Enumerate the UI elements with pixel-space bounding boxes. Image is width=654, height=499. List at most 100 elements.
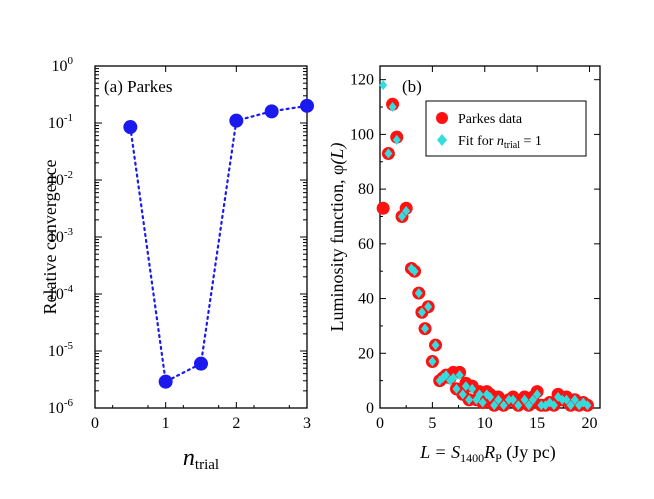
b-ytick-label: 120 [350, 72, 374, 89]
b-fit-point [428, 356, 437, 367]
a-data-point [158, 374, 173, 389]
a-ytick-exp: -2 [64, 169, 73, 181]
b-parkes-point [376, 201, 390, 215]
a-ytick-exp: 0 [68, 55, 74, 67]
panel-b-xlabel-unit: (Jy pc) [502, 442, 556, 463]
b-fit-point [537, 400, 546, 411]
a-ytick-base: 10 [48, 286, 64, 303]
a-ytick-base: 10 [52, 58, 68, 75]
b-fit-point [402, 206, 411, 217]
b-fit-point [494, 394, 503, 405]
panel-b-points [376, 80, 594, 412]
panel-a-xlabel-sub: trial [195, 457, 219, 473]
b-fit-point [558, 394, 567, 405]
b-fit-point [478, 397, 487, 408]
b-fit-point [455, 370, 464, 381]
panel-b-ylabel-text: Luminosity function, [327, 175, 347, 332]
b-ytick-label: 60 [358, 236, 374, 253]
panel-b-xlabel-l: L = S [419, 442, 460, 462]
b-ytick-label: 20 [358, 345, 374, 362]
b-fit-point [449, 372, 458, 383]
b-fit-point [562, 394, 571, 405]
b-fit-point [461, 381, 470, 392]
panel-b-xlabel-r: R [483, 442, 495, 462]
legend-fit-label-sub: trial [504, 140, 520, 151]
a-ytick-exp: -3 [64, 226, 74, 238]
a-ytick-label: 100 [52, 55, 74, 75]
a-ytick-label: 10-5 [48, 340, 74, 360]
a-ytick-base: 10 [48, 343, 64, 360]
a-ytick-label: 10-3 [48, 226, 74, 246]
b-ytick-label: 0 [366, 400, 374, 417]
a-ytick-label: 10-1 [48, 112, 73, 132]
b-ytick-label: 40 [358, 291, 374, 308]
b-fit-point [410, 266, 419, 277]
b-fit-point [524, 400, 533, 411]
panel-b-xlabel-sub1: 1400 [460, 451, 484, 465]
b-fit-point [388, 102, 397, 113]
a-data-point [194, 356, 208, 371]
b-xtick-label: 5 [428, 415, 436, 432]
a-ytick-label: 10-4 [48, 283, 74, 303]
b-fit-point [509, 394, 518, 405]
b-fit-point [384, 148, 393, 159]
panel-b-xlabel: L = S1400RP (Jy pc) [419, 442, 556, 465]
a-ytick-label: 10-2 [48, 169, 73, 189]
a-ytick-exp: -5 [64, 340, 74, 352]
b-fit-point [417, 307, 426, 318]
a-ytick-base: 10 [48, 172, 64, 189]
legend-parkes-label: Parkes data [458, 112, 523, 127]
b-fit-point [392, 134, 401, 145]
b-xtick-label: 10 [477, 415, 493, 432]
b-fit-point [520, 394, 529, 405]
b-fit-point [570, 394, 579, 405]
panel-a-label: (a) Parkes [104, 77, 172, 96]
panel-a-ylabel: Relative convergence [40, 159, 60, 314]
b-fit-point [504, 394, 513, 405]
a-ytick-exp: -4 [64, 283, 74, 295]
panel-a-xlabel: ntrial [183, 445, 219, 473]
a-xtick-label: 3 [303, 415, 311, 432]
legend-fit-marker [437, 134, 447, 146]
b-xtick-label: 0 [376, 415, 384, 432]
a-ytick-exp: -1 [64, 112, 73, 124]
panel-a-xlabel-main: n [183, 445, 195, 471]
a-xtick-label: 1 [162, 415, 170, 432]
legend-fit-label-post: = 1 [520, 134, 542, 149]
b-fit-point [549, 400, 558, 411]
b-fit-point [465, 394, 474, 405]
a-data-point [123, 120, 138, 135]
b-fit-point [566, 400, 575, 411]
legend-fit-label-n: n [497, 134, 504, 149]
a-ytick-exp: -6 [64, 397, 74, 409]
b-fit-point [452, 383, 461, 394]
b-fit-point [379, 80, 388, 91]
a-ytick-base: 10 [48, 400, 64, 417]
a-ytick-base: 10 [48, 229, 64, 246]
b-fit-point [583, 400, 592, 411]
panel-b-ticks: 0 5 10 15 20 0 20 40 60 80 100 120 [350, 66, 600, 432]
b-fit-point [442, 370, 450, 381]
a-xtick-label: 0 [91, 415, 99, 432]
a-ytick-label: 10-6 [48, 397, 74, 417]
b-fit-point [486, 392, 494, 403]
panel-a-points [123, 98, 314, 389]
panel-a-series-line [129, 104, 309, 384]
b-ytick-label: 100 [350, 126, 374, 143]
b-xtick-label: 20 [582, 415, 598, 432]
b-fit-point [431, 340, 440, 351]
b-fit-point [398, 211, 406, 222]
panel-b-ylabel-arg: (L) [327, 143, 348, 165]
b-fit-point [499, 400, 508, 411]
panel-b-chart: 0 5 10 15 20 0 20 40 60 80 100 120 (b) Parkes data … [327, 65, 601, 465]
b-fit-point [414, 288, 423, 299]
a-data-point [300, 98, 314, 113]
b-fit-point [490, 400, 499, 411]
legend-fit-label: Fit for ntrial = 1 [458, 134, 542, 151]
panel-b-label: (b) [402, 77, 422, 96]
b-fit-point [533, 389, 542, 400]
b-fit-point [421, 323, 430, 334]
